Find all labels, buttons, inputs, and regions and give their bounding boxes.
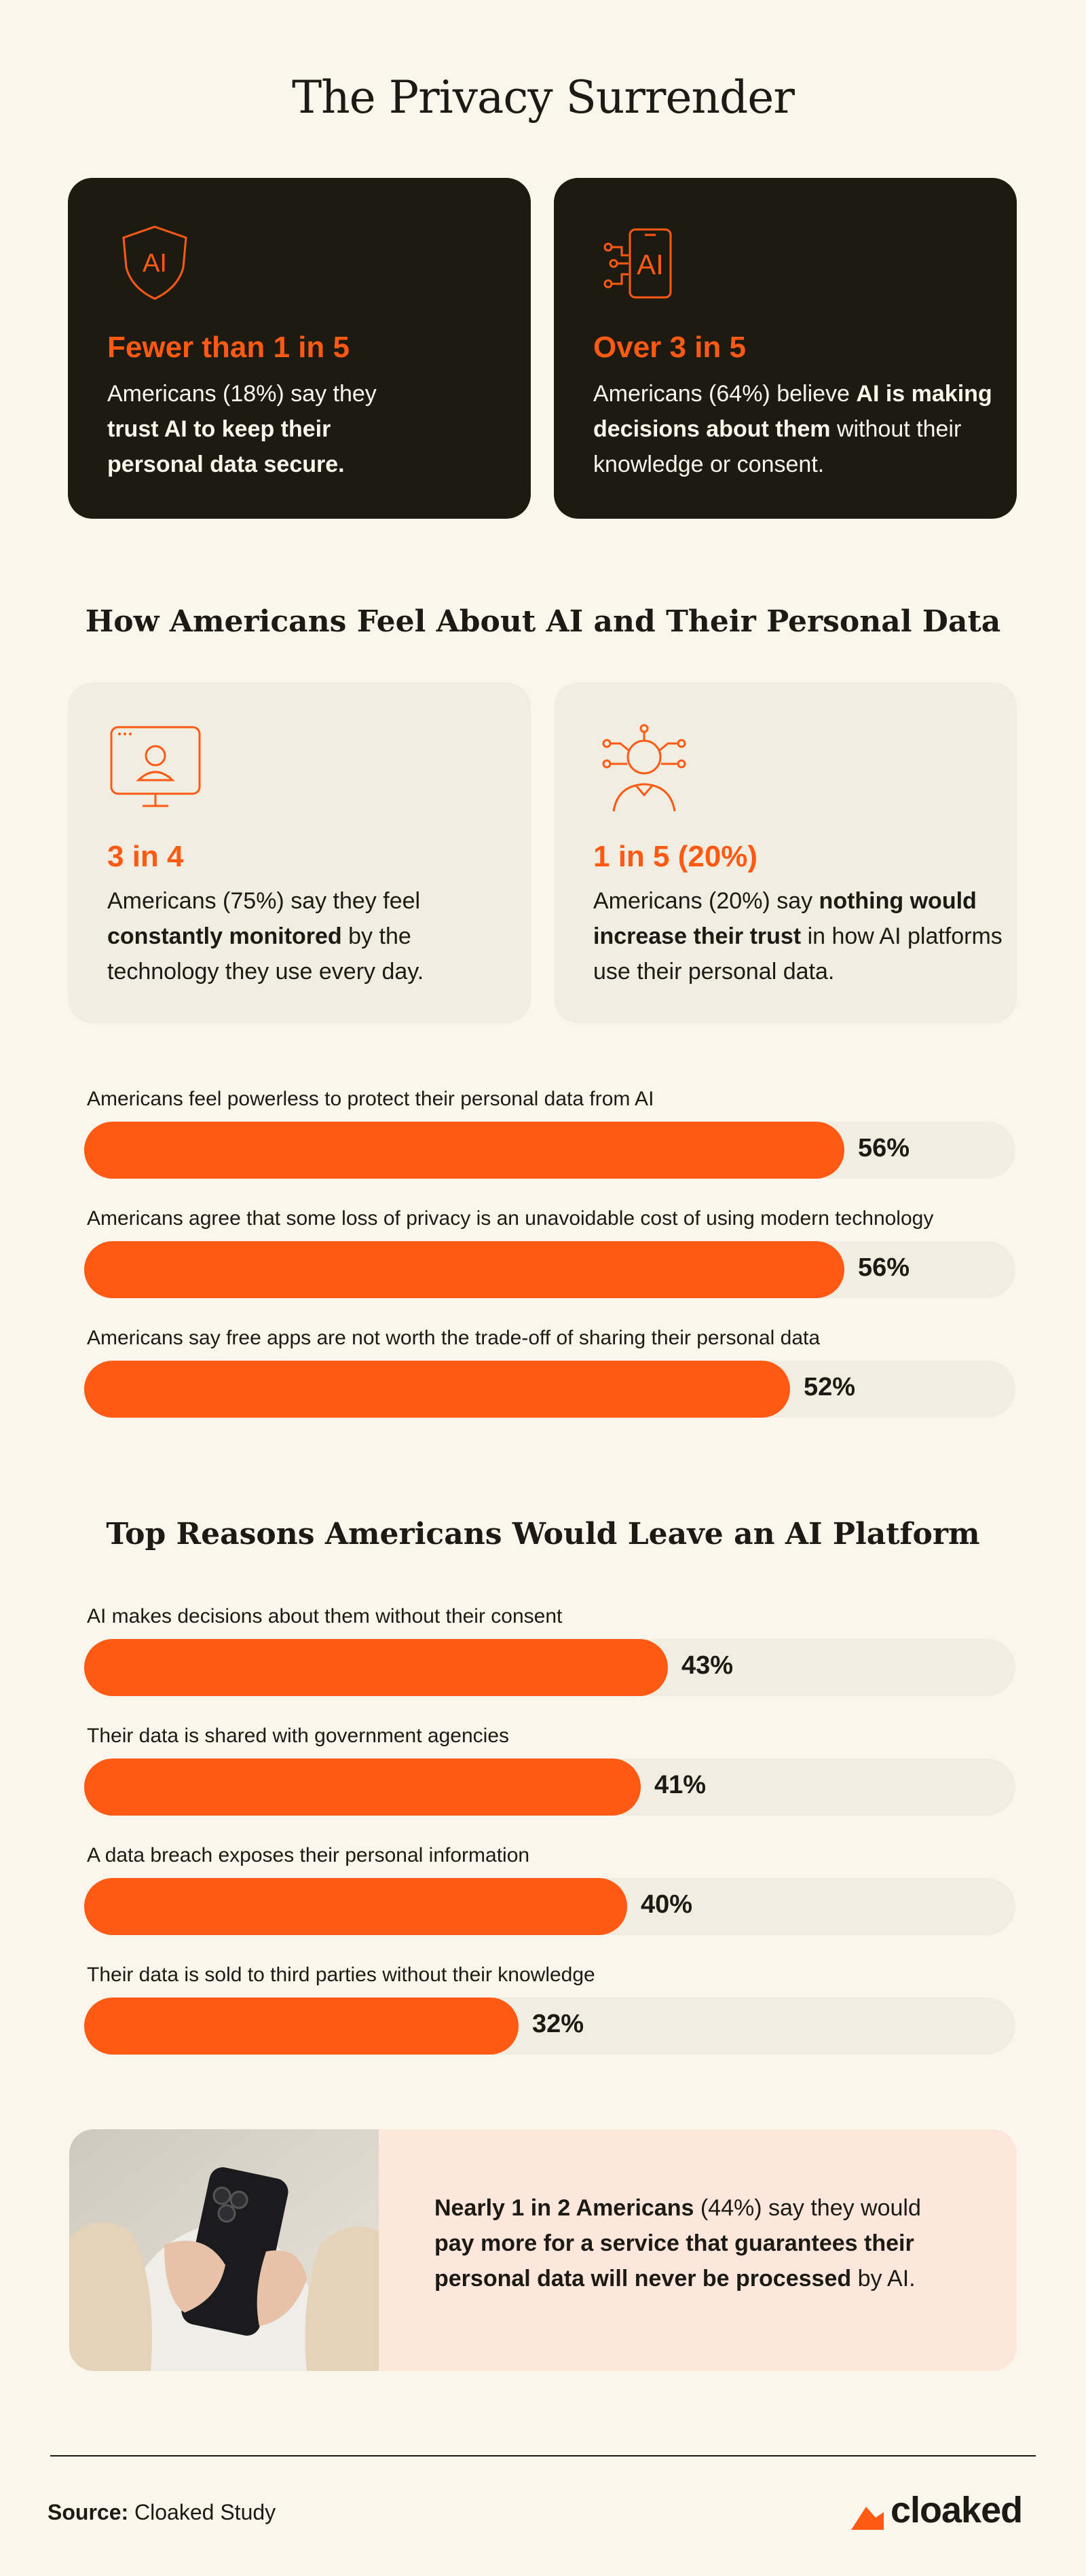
stat-card-decisions: AI Over 3 in 5 Americans (64%) believe A… [554, 178, 1017, 519]
stat-headline: Fewer than 1 in 5 [107, 331, 350, 364]
bar-percent: 52% [804, 1373, 856, 1401]
bar-percent: 43% [681, 1651, 734, 1680]
feel-card-trust: 1 in 5 (20%) Americans (20%) say nothing… [554, 682, 1017, 1023]
bar-label: AI makes decisions about them without th… [87, 1605, 563, 1627]
bar-fill [84, 1122, 844, 1179]
stat-card-trust: AI Fewer than 1 in 5 Americans (18%) say… [68, 178, 531, 519]
bar-percent: 56% [858, 1134, 910, 1162]
feel-headline: 1 in 5 (20%) [593, 840, 758, 873]
feel-body: Americans (75%) say they feel constantly… [107, 888, 424, 985]
section-title-feelings: How Americans Feel About AI and Their Pe… [85, 604, 1001, 639]
bar-percent: 32% [532, 2010, 584, 2038]
bar-track: 32% [84, 1998, 1015, 2055]
page-title: The Privacy Surrender [292, 71, 795, 124]
bar-fill [84, 1639, 668, 1696]
bar-track: 56% [84, 1122, 1015, 1179]
source-credit: Source: Cloaked Study [48, 2500, 276, 2524]
cloaked-logo-text: cloaked [891, 2490, 1023, 2531]
bar-percent: 41% [654, 1771, 707, 1799]
bar-percent: 56% [858, 1253, 910, 1282]
feel-card-monitored: 3 in 4 Americans (75%) say they feel con… [68, 682, 531, 1023]
phone-hands-photo [69, 2129, 379, 2371]
bar-label: Americans feel powerless to protect thei… [87, 1088, 654, 1110]
bar-track: 40% [84, 1878, 1015, 1935]
bar-track: 52% [84, 1361, 1015, 1418]
ai-chip-icon: AI [603, 228, 672, 299]
bar-fill [84, 1241, 844, 1298]
stat-body: Americans (64%) believe AI is making dec… [593, 381, 992, 477]
stat-body: Americans (18%) say they trust AI to kee… [107, 381, 377, 477]
network-person-icon [602, 724, 686, 812]
bar-fill [84, 1998, 519, 2055]
bar-label: Their data is shared with government age… [87, 1725, 510, 1747]
monitor-user-icon [110, 726, 201, 807]
bar-label: A data breach exposes their personal inf… [87, 1844, 530, 1866]
ai-shield-icon: AI [122, 225, 187, 300]
cloaked-logo-icon [851, 2507, 884, 2530]
bar-track: 56% [84, 1241, 1015, 1298]
bar-fill [84, 1759, 641, 1816]
svg-text:AI: AI [637, 249, 664, 280]
cloaked-logo[interactable]: cloaked [848, 2489, 1025, 2533]
feel-headline: 3 in 4 [107, 840, 184, 873]
bar-track: 43% [84, 1639, 1015, 1696]
bar-fill [84, 1878, 627, 1935]
section-title-leave-reasons: Top Reasons Americans Would Leave an AI … [106, 1517, 980, 1551]
promo-text: Nearly 1 in 2 Americans (44%) say they w… [434, 2195, 921, 2292]
bar-track: 41% [84, 1759, 1015, 1816]
bar-label: Their data is sold to third parties with… [87, 1964, 595, 1986]
svg-text:AI: AI [143, 249, 167, 278]
bar-percent: 40% [641, 1890, 693, 1919]
feel-body: Americans (20%) say nothing would increa… [593, 888, 1003, 985]
bar-label: Americans say free apps are not worth th… [87, 1327, 821, 1349]
promo-callout: Nearly 1 in 2 Americans (44%) say they w… [69, 2129, 1017, 2371]
bar-label: Americans agree that some loss of privac… [87, 1207, 934, 1230]
bar-fill [84, 1361, 790, 1418]
stat-headline: Over 3 in 5 [593, 331, 747, 364]
footer-divider [50, 2455, 1036, 2457]
